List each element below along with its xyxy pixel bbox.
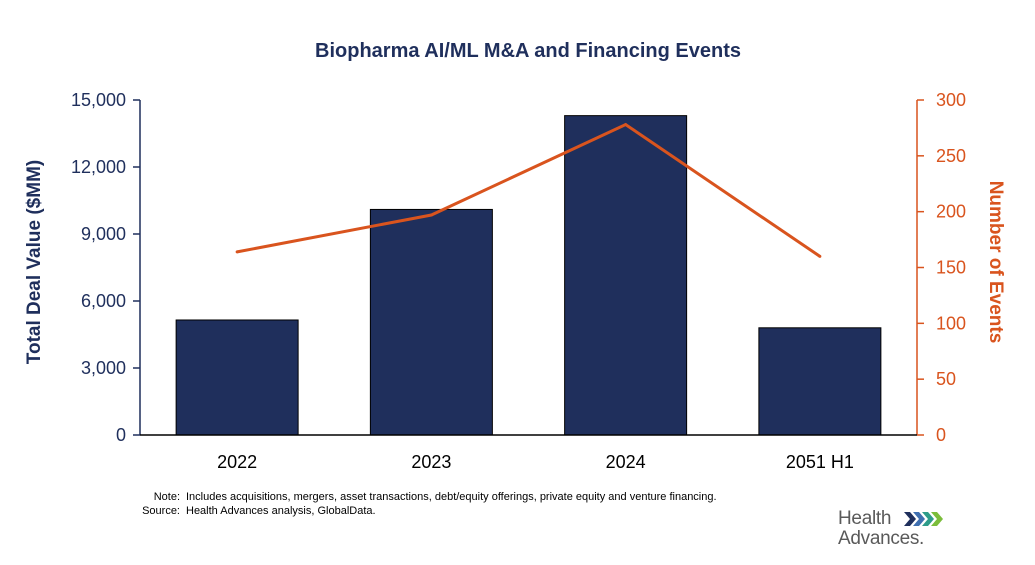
y2-axis-title: Number of Events	[985, 181, 1006, 344]
x-tick-label: 2051 H1	[786, 452, 854, 472]
events-point-2022	[235, 250, 239, 254]
note-row: Note: Includes acquisitions, mergers, as…	[120, 490, 717, 504]
y-axis-title: Total Deal Value ($MM)	[24, 160, 45, 364]
y-tick-label: 3,000	[81, 358, 126, 378]
y-tick-label: 12,000	[71, 157, 126, 177]
x-tick-label: 2024	[606, 452, 646, 472]
note-label: Note:	[153, 491, 180, 503]
logo-word-advances: Advances.	[838, 528, 925, 549]
y2-tick-label: 150	[936, 258, 966, 278]
bar-2023	[369, 208, 493, 436]
logo-word-health: Health	[838, 508, 892, 529]
events-point-2051-h1	[818, 254, 822, 258]
note-text: Includes acquisitions, mergers, asset tr…	[186, 491, 717, 503]
y2-tick-label: 50	[936, 369, 956, 389]
chevron-arrows-icon	[904, 512, 943, 526]
x-tick-label: 2022	[217, 452, 257, 472]
events-point-2023	[429, 213, 433, 217]
y2-tick-label: 250	[936, 146, 966, 166]
y-tick-label: 15,000	[71, 90, 126, 110]
bar-2051-h1	[758, 327, 882, 436]
health-advances-logo: Health Advances.	[838, 508, 948, 552]
events-line	[236, 122, 821, 258]
combo-chart: Biopharma AI/ML M&A and Financing Events…	[24, 40, 1006, 472]
y-tick-label: 0	[116, 425, 126, 445]
chart-title: Biopharma AI/ML M&A and Financing Events	[315, 40, 741, 62]
y-tick-label: 9,000	[81, 224, 126, 244]
y2-tick-label: 0	[936, 425, 946, 445]
source-row: Source: Health Advances analysis, Global…	[120, 504, 717, 518]
y2-tick-label: 100	[936, 313, 966, 333]
y-tick-label: 6,000	[81, 291, 126, 311]
footnotes: Note: Includes acquisitions, mergers, as…	[120, 490, 717, 518]
y2-tick-label: 200	[936, 202, 966, 222]
events-point-2024	[624, 123, 628, 127]
bar-2022	[175, 319, 299, 436]
bar-2024	[564, 115, 688, 436]
x-tick-label: 2023	[411, 452, 451, 472]
y2-tick-label: 300	[936, 90, 966, 110]
source-text: Health Advances analysis, GlobalData.	[186, 505, 376, 517]
source-label: Source:	[142, 505, 180, 517]
